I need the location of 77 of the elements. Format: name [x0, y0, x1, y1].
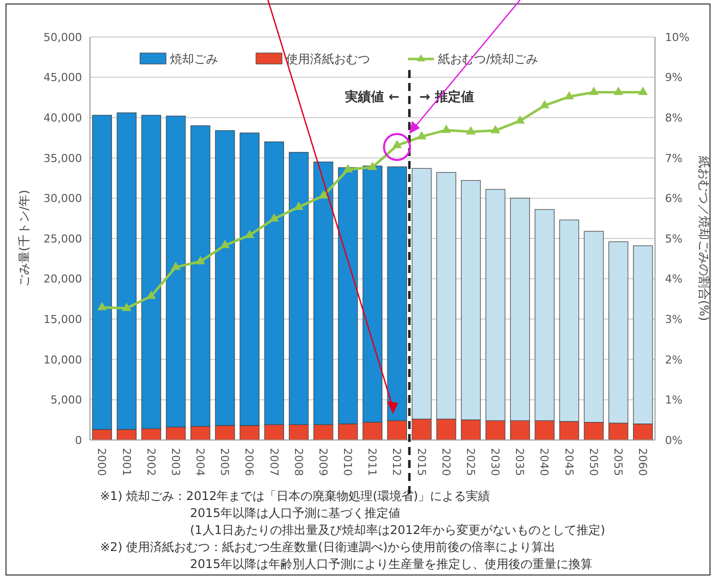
x-tick-label: 2020 [439, 448, 452, 476]
text: 2015年以降は人口予測に基づく推定値 [190, 506, 401, 520]
point [196, 256, 206, 264]
annotation: 実績値 ← [344, 89, 400, 105]
x-tick-label: 2045 [562, 448, 576, 476]
point [122, 302, 132, 311]
point [638, 86, 648, 95]
y2-tick-label: 5% [665, 232, 682, 246]
x-tick-label: 2003 [168, 448, 182, 476]
x-tick-label: 2055 [612, 448, 625, 476]
point [171, 262, 181, 270]
x-tick-label: 2035 [513, 448, 526, 476]
x-tick-label: 2009 [316, 448, 330, 476]
y2-tick-label: 10% [665, 30, 690, 44]
x-tick-label: 2008 [292, 448, 305, 476]
y2-tick-label: 7% [665, 152, 682, 165]
y-tick-label: 30,000 [44, 192, 82, 206]
point [490, 124, 500, 134]
y-tick-label: 15,000 [44, 312, 82, 326]
legend-label: 焼却ごみ [170, 52, 218, 66]
point [269, 213, 279, 222]
point [294, 202, 304, 210]
point [343, 164, 353, 172]
x-tick-label: 2050 [586, 448, 600, 476]
point [220, 240, 230, 248]
y-tick-label: 25,000 [44, 232, 82, 246]
y-tick-label: 35,000 [44, 152, 82, 165]
y-tick-label: 20,000 [44, 272, 82, 286]
x-tick-label: 2040 [538, 448, 551, 476]
y2-tick-label: 9% [665, 71, 682, 84]
y-tick-label: 50,000 [44, 30, 82, 44]
y2-tick-label: 8% [665, 111, 682, 124]
x-tick-label: 2001 [120, 448, 133, 476]
point [368, 162, 378, 170]
y-tick-label: 5,000 [50, 394, 82, 407]
x-tick-label: 2060 [636, 448, 650, 476]
x-tick-label: 2012 [390, 448, 404, 476]
y2-tick-label: 4% [665, 272, 682, 286]
point [466, 126, 476, 134]
point [564, 91, 574, 100]
x-tick-label: 2002 [144, 448, 158, 476]
y-tick-label: 40,000 [44, 111, 82, 124]
text: ※1) 焼却ごみ：2012年までは「日本の廃棄物処理(環境省)」による実績 [100, 489, 490, 503]
y2-axis-title: 紙おむつ／焼却ごみの割合(%) [697, 156, 711, 321]
y-tick-label: 45,000 [44, 71, 82, 84]
y2-tick-label: 0% [665, 434, 682, 447]
y2-tick-label: 2% [665, 353, 682, 366]
point [540, 100, 550, 108]
x-tick-label: 2006 [242, 448, 256, 476]
x-tick-label: 2030 [488, 448, 502, 476]
x-tick-label: 2011 [366, 448, 379, 476]
y2-tick-label: 1% [665, 394, 682, 407]
text: (1人1日あたりの排出量及び焼却率は2012年から変更がないものとして推定) [190, 523, 606, 537]
y-tick-label: 10,000 [44, 353, 82, 366]
point [146, 290, 156, 299]
x-tick-label: 2015 [414, 448, 428, 476]
x-tick-label: 2007 [267, 448, 280, 476]
y2-tick-label: 3% [665, 312, 682, 326]
x-tick-label: 2000 [95, 448, 108, 476]
legend-label: 使用済紙おむつ [286, 52, 370, 66]
y-axis-title: ごみ量(千トン/年) [17, 190, 31, 288]
x-tick-label: 2004 [194, 448, 207, 476]
text: ※2) 使用済紙おむつ：紙おむつ生産数量(日衛連調べ)から使用前後の倍率により算出 [100, 540, 556, 554]
y2-tick-label: 6% [665, 192, 682, 206]
point [244, 230, 254, 238]
point [588, 86, 599, 95]
text: 2015年以降は年齢別人口予測により生産量を推定し、使用後の重量に換算 [190, 557, 593, 571]
point [515, 115, 525, 124]
x-tick-label: 2025 [464, 448, 477, 476]
point [318, 190, 328, 199]
point [614, 86, 624, 95]
point [416, 130, 426, 140]
y-tick-label: 0 [75, 434, 82, 447]
x-tick-label: 2010 [341, 448, 354, 476]
point [441, 124, 452, 133]
point [97, 302, 107, 310]
x-tick-label: 2005 [218, 448, 232, 476]
